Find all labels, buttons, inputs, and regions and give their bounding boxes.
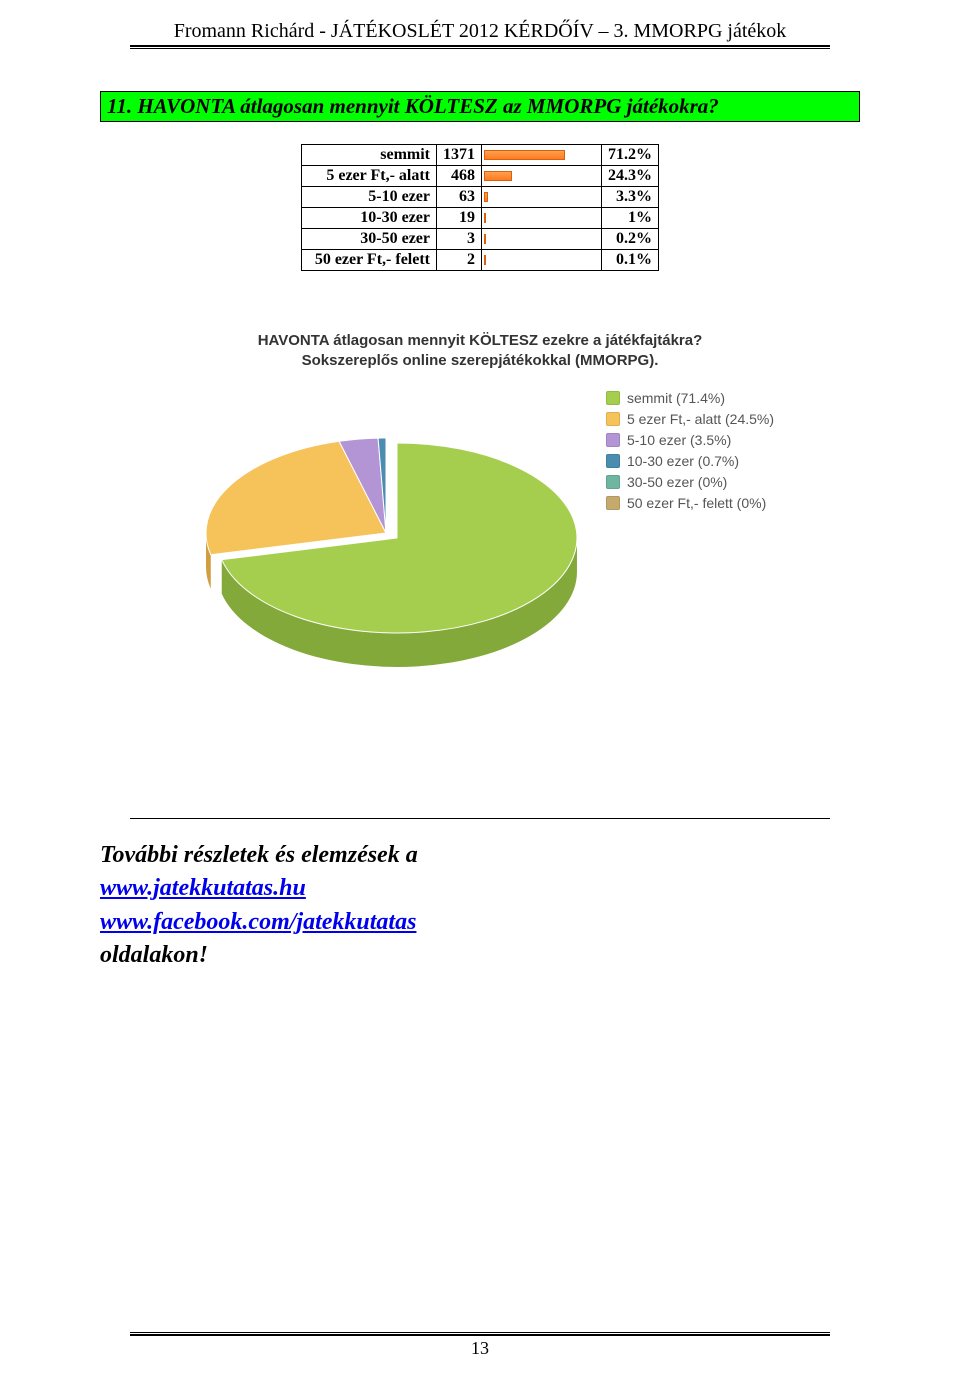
chart-title-line2: Sokszereplős online szerepjátékokkal (MM…: [302, 352, 659, 369]
cell-count: 1371: [437, 145, 482, 166]
legend-swatch: [606, 433, 620, 447]
cell-pct: 0.2%: [602, 229, 659, 250]
link-facebook[interactable]: www.facebook.com/jatekkutatas: [100, 909, 416, 935]
question-heading: 11. HAVONTA átlagosan mennyit KÖLTESZ az…: [100, 91, 860, 122]
table-row: 5 ezer Ft,- alatt468 24.3%: [302, 166, 659, 187]
legend-label: 10-30 ezer (0.7%): [627, 453, 739, 469]
cell-bar: [482, 145, 602, 166]
cell-pct: 3.3%: [602, 187, 659, 208]
pie-chart-svg: [186, 378, 606, 698]
cell-pct: 71.2%: [602, 145, 659, 166]
pie-holder: [186, 378, 606, 698]
cell-label: 50 ezer Ft,- felett: [302, 250, 437, 271]
cell-label: 5-10 ezer: [302, 187, 437, 208]
cell-bar: [482, 187, 602, 208]
cell-count: 468: [437, 166, 482, 187]
legend-swatch: [606, 412, 620, 426]
cell-count: 2: [437, 250, 482, 271]
table-row: 30-50 ezer3 0.2%: [302, 229, 659, 250]
legend-item: 10-30 ezer (0.7%): [606, 453, 774, 469]
legend-item: 50 ezer Ft,- felett (0%): [606, 495, 774, 511]
table-row: 10-30 ezer19 1%: [302, 208, 659, 229]
cell-label: semmit: [302, 145, 437, 166]
header-title: Fromann Richárd - JÁTÉKOSLÉT 2012 KÉRDŐÍ…: [100, 20, 860, 45]
legend-label: semmit (71.4%): [627, 390, 725, 406]
legend-swatch: [606, 391, 620, 405]
footer-line1: További részletek és elemzések a: [100, 842, 418, 868]
cell-pct: 0.1%: [602, 250, 659, 271]
legend-item: 30-50 ezer (0%): [606, 474, 774, 490]
summary-table: semmit1371 71.2% 5 ezer Ft,- alatt468 24.3%…: [301, 144, 659, 271]
footer-rule: [130, 1334, 830, 1336]
chart-body: semmit (71.4%) 5 ezer Ft,- alatt (24.5%) 5…: [100, 378, 860, 698]
chart-legend: semmit (71.4%) 5 ezer Ft,- alatt (24.5%) 5…: [606, 378, 774, 516]
cell-bar: [482, 229, 602, 250]
cell-count: 3: [437, 229, 482, 250]
footer-text: További részletek és elemzések a www.jat…: [100, 839, 860, 973]
footer-line3: oldalakon!: [100, 942, 208, 968]
page-number: 13: [100, 1338, 860, 1359]
cell-bar: [482, 250, 602, 271]
legend-swatch: [606, 496, 620, 510]
legend-item: 5-10 ezer (3.5%): [606, 432, 774, 448]
cell-pct: 24.3%: [602, 166, 659, 187]
page: Fromann Richárd - JÁTÉKOSLÉT 2012 KÉRDŐÍ…: [0, 0, 960, 1393]
legend-item: semmit (71.4%): [606, 390, 774, 406]
table-row: semmit1371 71.2%: [302, 145, 659, 166]
table-row: 50 ezer Ft,- felett2 0.1%: [302, 250, 659, 271]
table-row: 5-10 ezer63 3.3%: [302, 187, 659, 208]
section-separator: [130, 818, 830, 819]
cell-bar: [482, 166, 602, 187]
cell-count: 19: [437, 208, 482, 229]
cell-count: 63: [437, 187, 482, 208]
header-rule: [130, 48, 830, 49]
legend-swatch: [606, 475, 620, 489]
legend-label: 5-10 ezer (3.5%): [627, 432, 731, 448]
legend-swatch: [606, 454, 620, 468]
cell-pct: 1%: [602, 208, 659, 229]
cell-label: 10-30 ezer: [302, 208, 437, 229]
page-footer: 13: [100, 1332, 860, 1359]
cell-label: 5 ezer Ft,- alatt: [302, 166, 437, 187]
chart-title: HAVONTA átlagosan mennyit KÖLTESZ ezekre…: [100, 331, 860, 372]
cell-label: 30-50 ezer: [302, 229, 437, 250]
legend-label: 5 ezer Ft,- alatt (24.5%): [627, 411, 774, 427]
footer-rule: [130, 1332, 830, 1333]
running-header: Fromann Richárd - JÁTÉKOSLÉT 2012 KÉRDŐÍ…: [100, 20, 860, 49]
chart-title-line1: HAVONTA átlagosan mennyit KÖLTESZ ezekre…: [258, 332, 703, 349]
link-jatekkutatas[interactable]: www.jatekkutatas.hu: [100, 875, 306, 901]
legend-item: 5 ezer Ft,- alatt (24.5%): [606, 411, 774, 427]
header-rule: [130, 45, 830, 47]
legend-label: 50 ezer Ft,- felett (0%): [627, 495, 766, 511]
cell-bar: [482, 208, 602, 229]
legend-label: 30-50 ezer (0%): [627, 474, 727, 490]
pie-chart-block: HAVONTA átlagosan mennyit KÖLTESZ ezekre…: [100, 331, 860, 698]
